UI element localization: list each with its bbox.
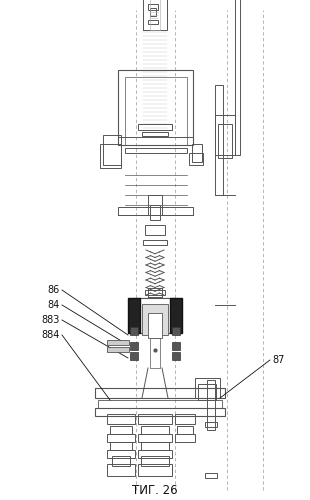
Bar xyxy=(138,414,172,424)
Text: 86: 86 xyxy=(48,285,60,295)
Bar xyxy=(148,313,162,338)
Bar xyxy=(172,342,180,350)
Bar xyxy=(141,426,169,434)
Bar xyxy=(138,464,172,476)
Bar xyxy=(118,70,193,145)
Bar xyxy=(235,0,240,155)
Bar xyxy=(141,456,169,466)
Bar xyxy=(215,85,223,195)
Bar xyxy=(138,124,172,130)
Text: ΤИГ. 26: ΤИГ. 26 xyxy=(132,484,178,496)
Bar xyxy=(133,298,177,333)
Bar xyxy=(189,153,203,165)
Bar xyxy=(110,426,132,434)
Bar xyxy=(148,195,162,215)
Bar xyxy=(107,464,135,476)
Bar xyxy=(150,205,160,220)
Bar xyxy=(150,306,160,312)
Bar xyxy=(118,207,193,215)
Bar xyxy=(145,290,165,295)
Bar xyxy=(175,434,195,442)
Bar xyxy=(148,288,162,300)
Bar xyxy=(215,115,235,155)
Bar xyxy=(148,20,158,24)
Bar xyxy=(142,132,168,136)
Bar xyxy=(141,442,169,450)
Bar xyxy=(150,338,160,368)
Bar xyxy=(205,422,217,427)
Bar xyxy=(103,135,121,165)
Bar xyxy=(142,304,168,335)
Bar xyxy=(148,297,162,315)
Bar xyxy=(170,298,182,333)
Bar xyxy=(107,434,135,442)
Bar xyxy=(130,342,138,350)
Text: 884: 884 xyxy=(42,330,60,340)
Bar xyxy=(118,137,193,145)
Bar xyxy=(110,442,132,450)
Bar xyxy=(100,144,121,168)
Bar xyxy=(195,378,220,398)
Bar xyxy=(138,434,172,442)
Bar xyxy=(177,426,193,434)
Bar xyxy=(143,0,167,30)
Bar xyxy=(130,327,138,335)
Text: 87: 87 xyxy=(272,355,284,365)
Bar xyxy=(145,225,165,235)
Bar xyxy=(130,352,138,360)
Bar xyxy=(125,148,187,153)
Bar xyxy=(143,240,167,245)
Bar xyxy=(128,298,140,333)
Bar xyxy=(192,144,202,162)
Bar xyxy=(95,408,225,416)
Bar xyxy=(172,327,180,335)
Bar xyxy=(112,456,130,466)
Text: 84: 84 xyxy=(48,300,60,310)
Bar xyxy=(198,384,216,400)
Text: 883: 883 xyxy=(42,315,60,325)
Bar xyxy=(107,450,135,458)
Bar xyxy=(172,352,180,360)
Bar xyxy=(205,473,217,478)
Bar xyxy=(95,388,225,398)
Bar xyxy=(107,347,129,352)
Bar xyxy=(218,124,232,158)
Bar xyxy=(107,414,135,424)
Bar xyxy=(138,450,172,458)
Bar xyxy=(150,0,160,30)
Bar xyxy=(148,4,158,10)
Bar xyxy=(107,340,129,345)
Bar xyxy=(139,298,171,333)
Bar xyxy=(125,77,187,145)
Bar xyxy=(207,380,215,430)
Bar xyxy=(150,8,156,16)
Bar xyxy=(175,414,195,424)
Bar xyxy=(98,400,222,408)
